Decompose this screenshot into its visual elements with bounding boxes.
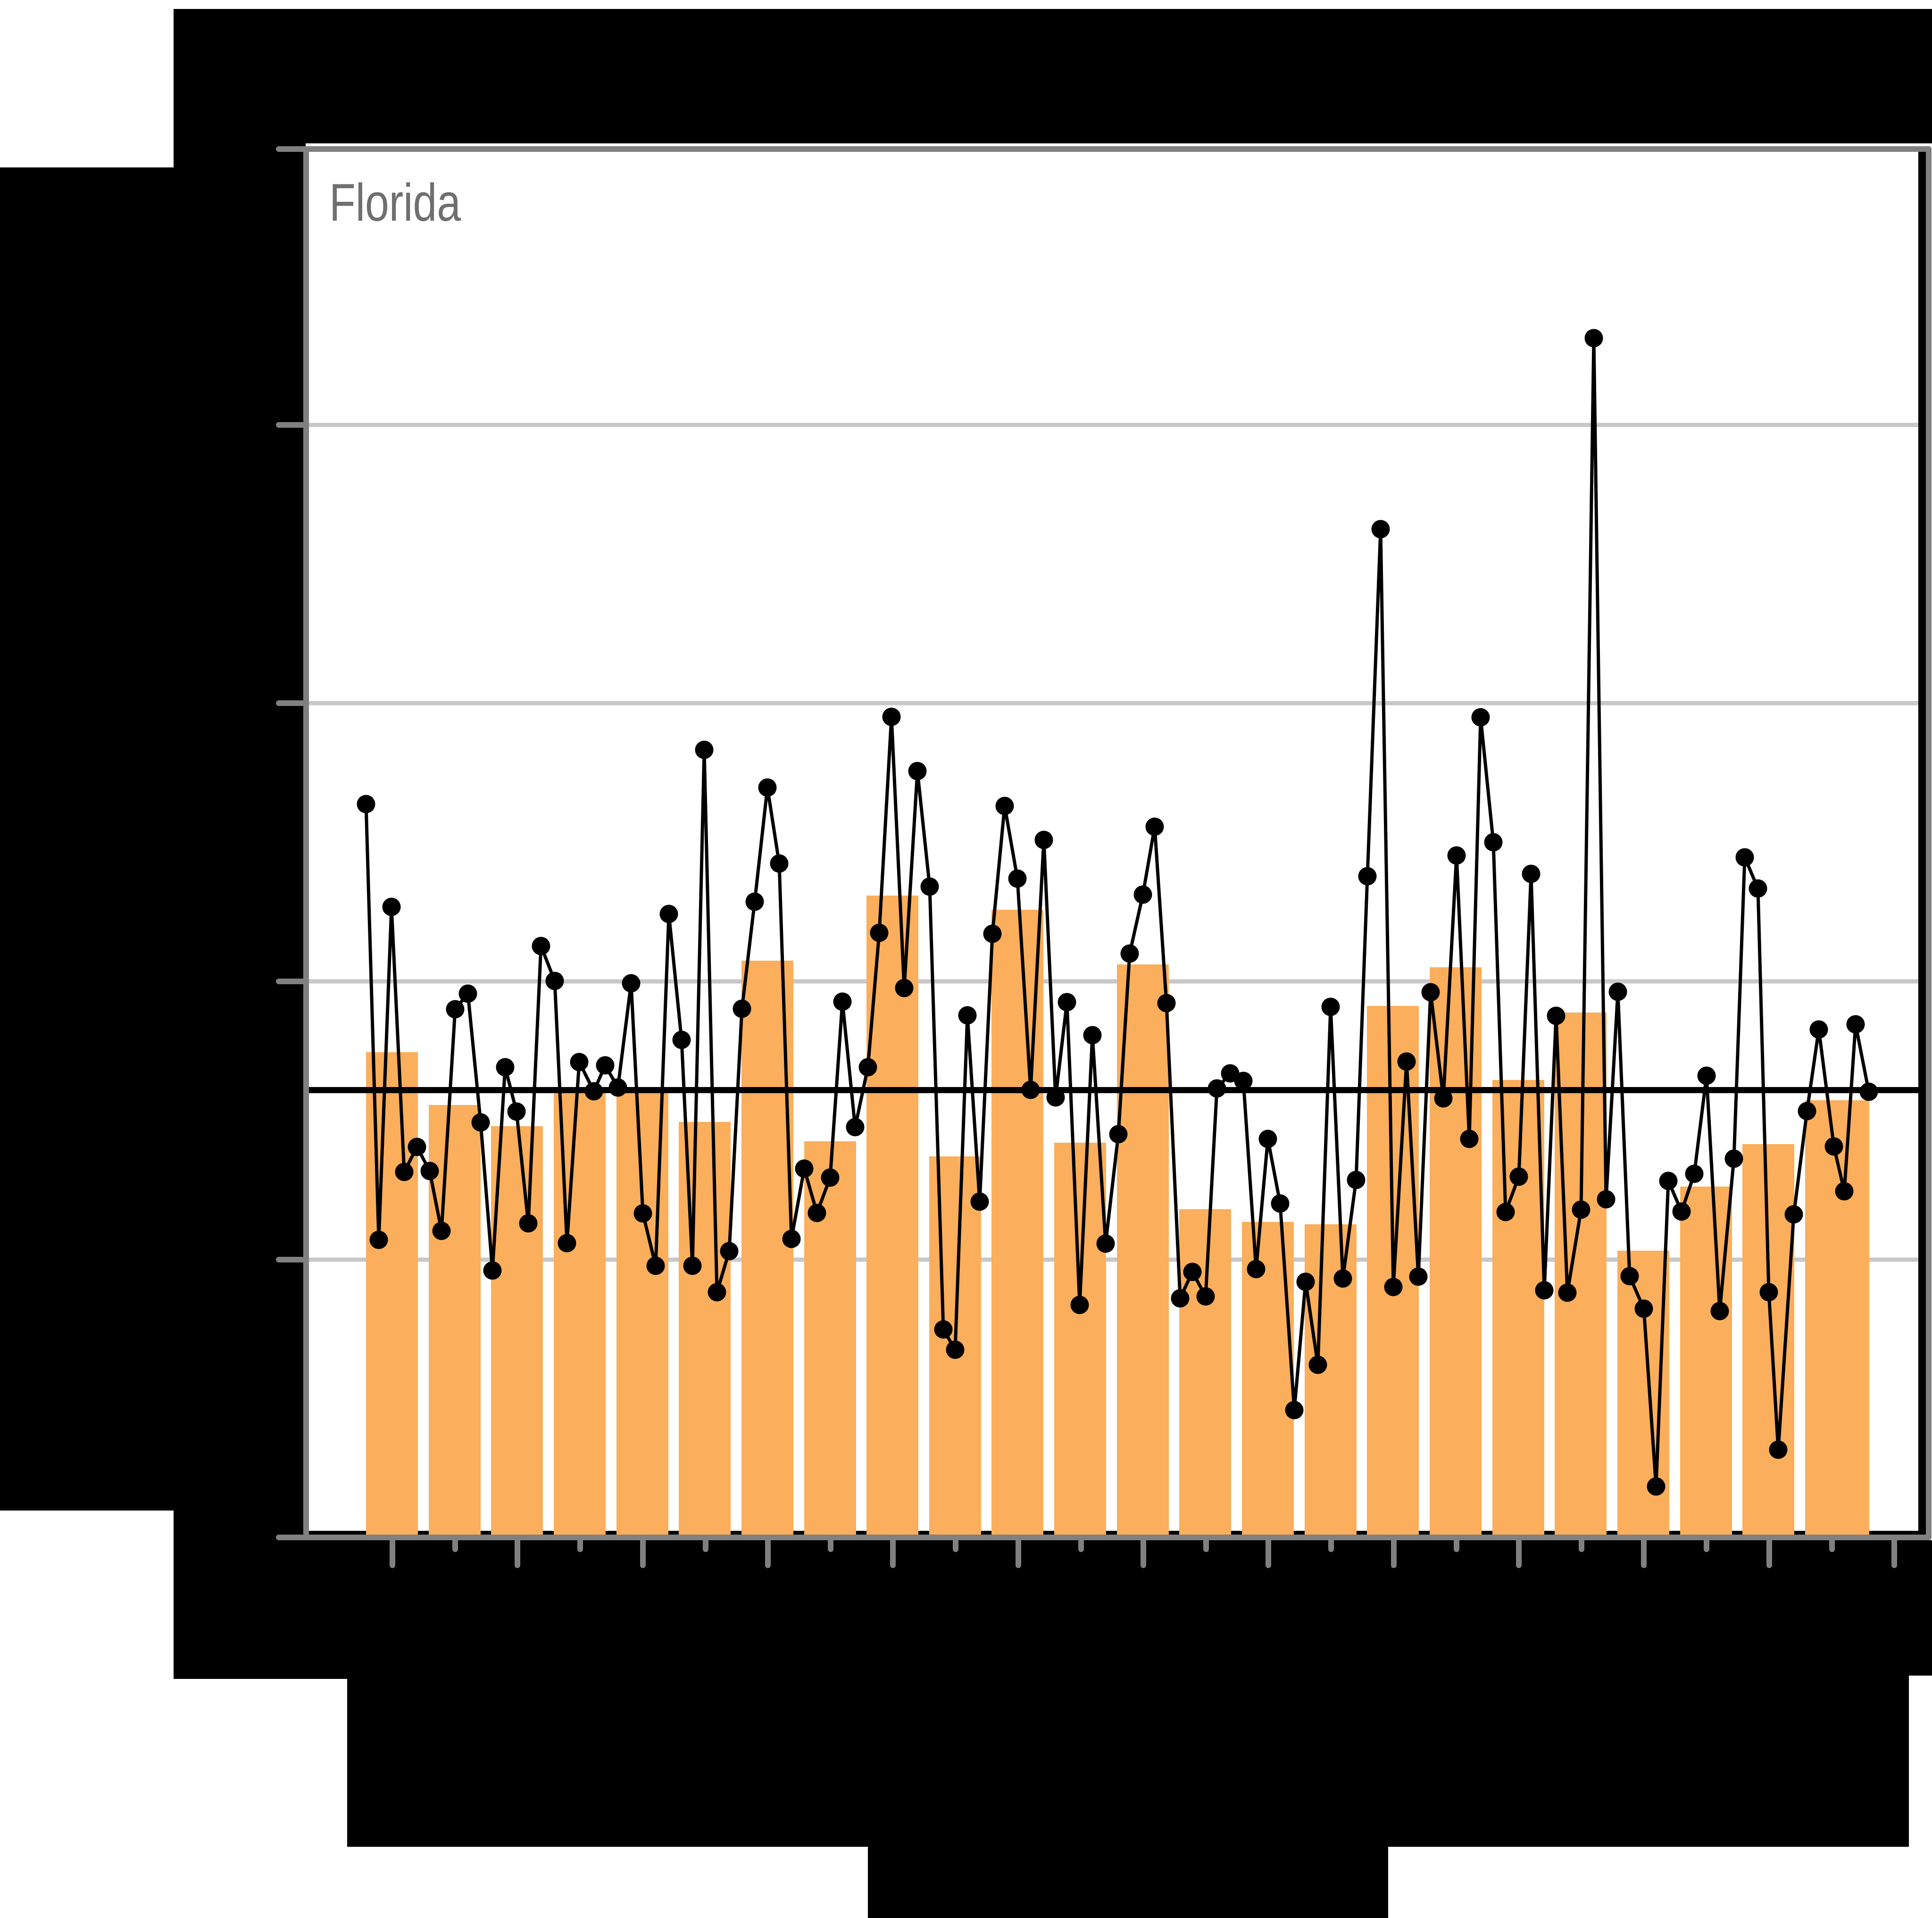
svg-text:Florida: Florida: [329, 173, 461, 232]
